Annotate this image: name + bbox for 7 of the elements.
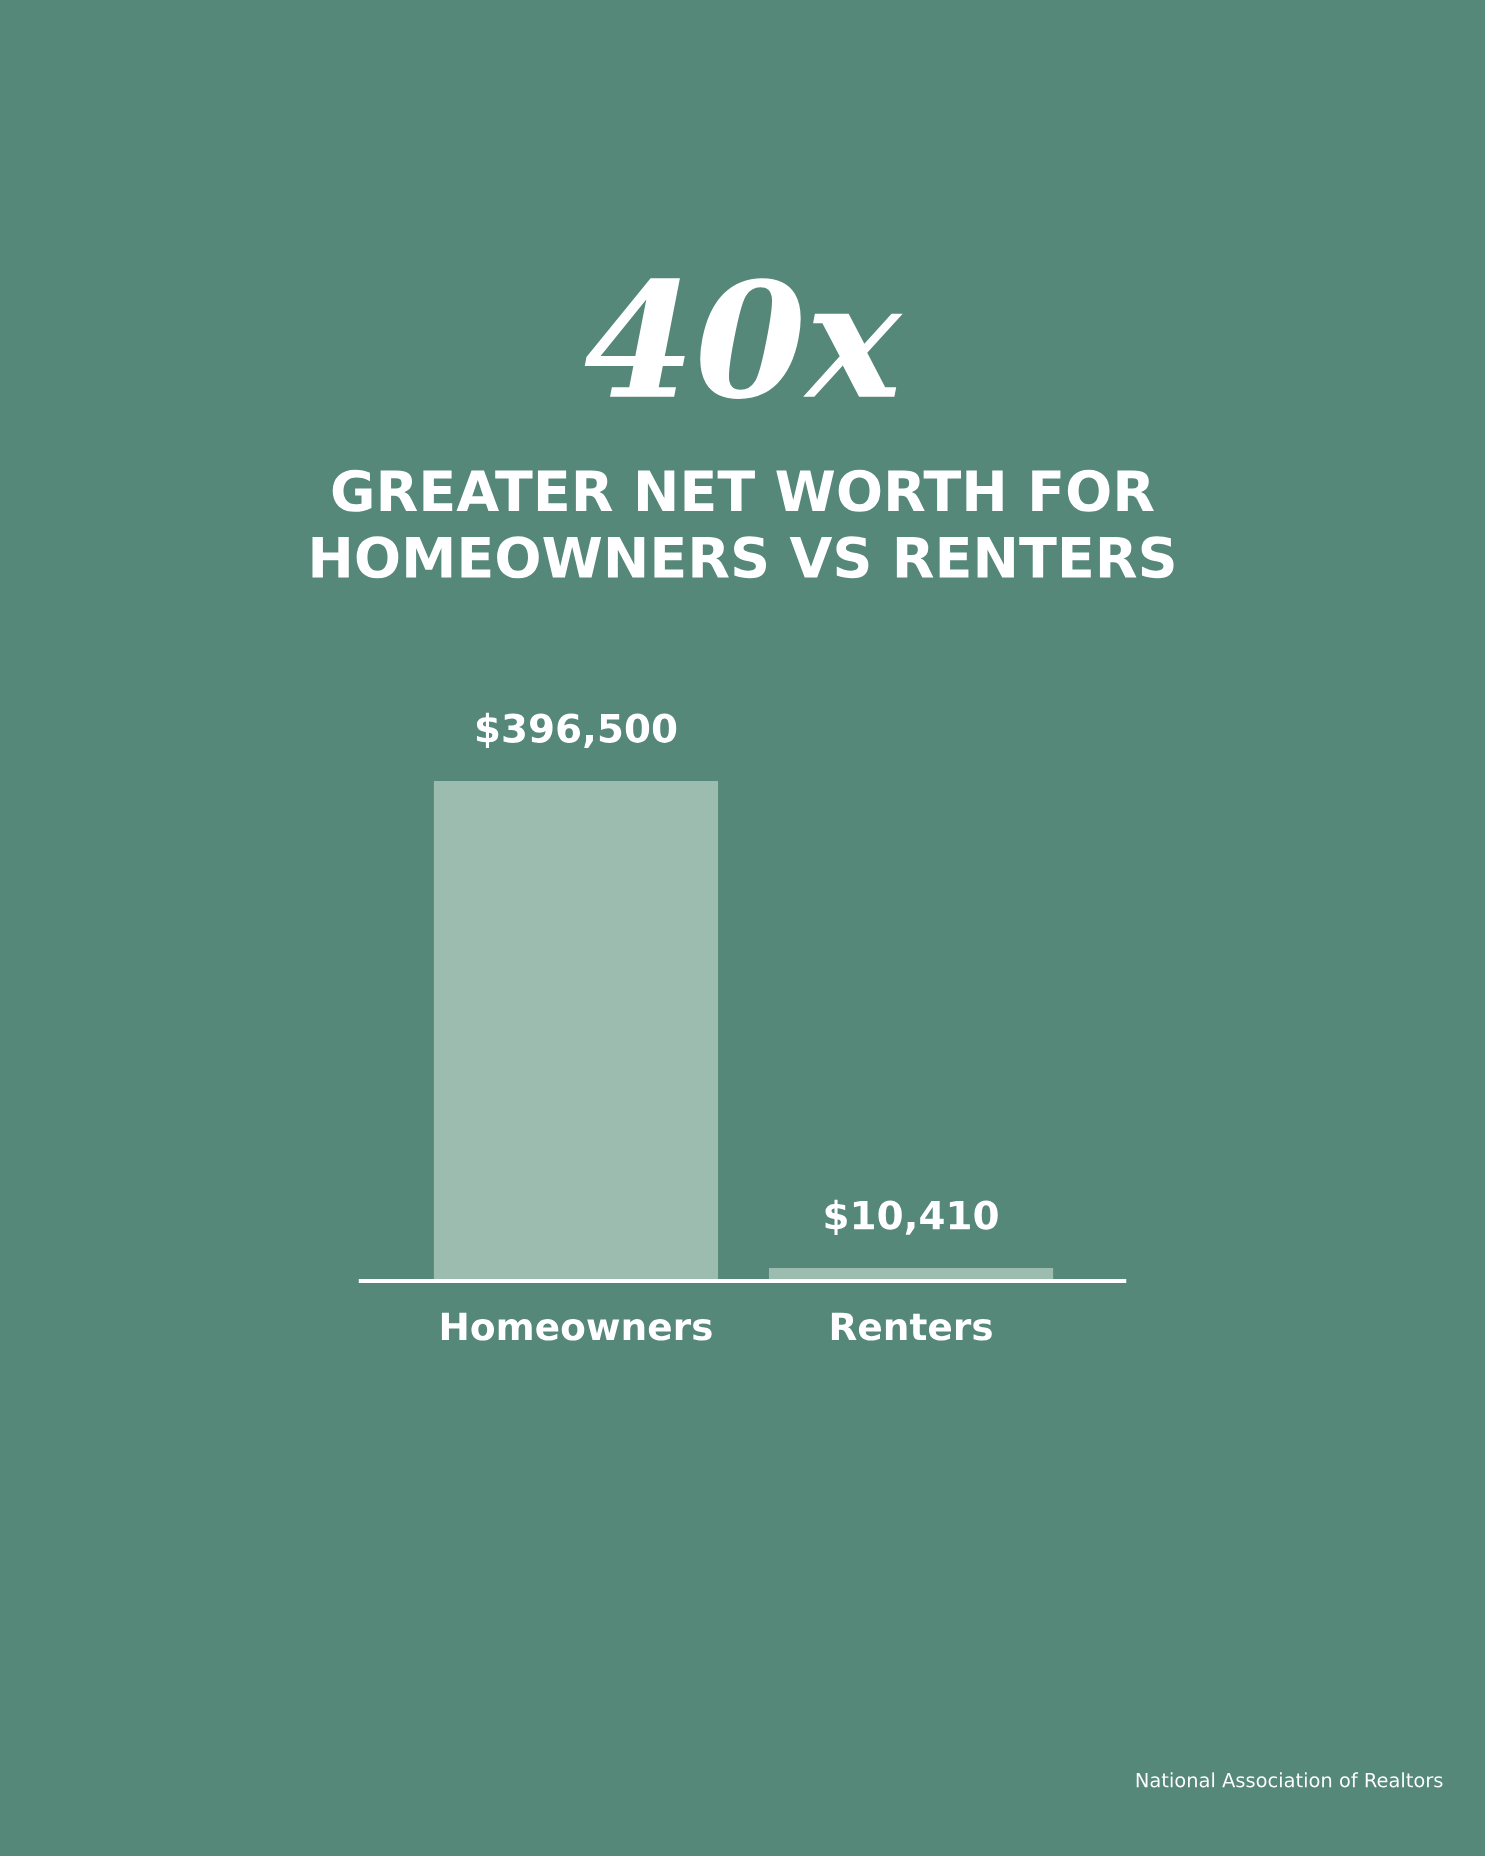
text: National Association of Realtors (1136, 1772, 1443, 1788)
chart-subtitle: GREATER NET WORTH FOR HOMEOWNERS VS RENTERS (312, 469, 1174, 579)
data-label: $10,410 (825, 1199, 998, 1235)
x-tick-label: Homeowners (441, 1312, 712, 1341)
data-label: $396,500 (476, 712, 677, 749)
chart-title: 40x (584, 278, 903, 399)
x-tick-label: Renters (831, 1312, 992, 1341)
